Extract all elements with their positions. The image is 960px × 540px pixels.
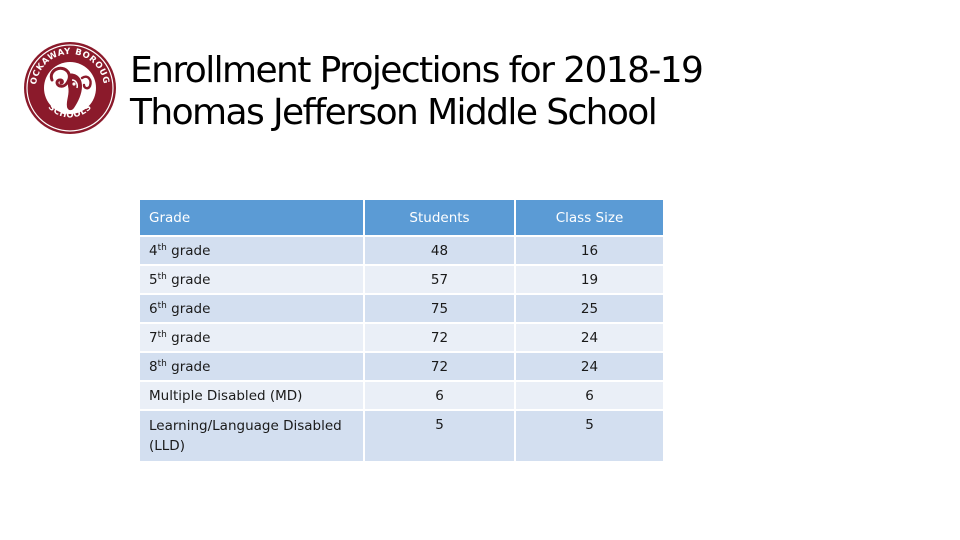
- grade-ordinal: th: [157, 358, 167, 369]
- grade-suffix: grade: [166, 271, 211, 288]
- grade-cell: 5th grade: [138, 264, 365, 295]
- grade-ordinal: th: [157, 242, 167, 253]
- title-line-1: Enrollment Projections for 2018-19: [130, 50, 704, 91]
- grade-cell: 6th grade: [138, 293, 365, 324]
- ram-head-icon: [49, 66, 92, 111]
- grade-cell: 8th grade: [138, 351, 365, 382]
- grade-suffix: grade: [166, 300, 211, 317]
- table-row: 6th grade 75 25: [138, 293, 665, 324]
- grade-cell: 7th grade: [138, 322, 365, 353]
- grade-number: 8: [149, 358, 158, 375]
- table-row: Multiple Disabled (MD) 6 6: [138, 380, 665, 411]
- grade-number: 4: [149, 242, 158, 259]
- students-cell: 6: [363, 380, 516, 411]
- students-cell: 75: [363, 293, 516, 324]
- grade-ordinal: th: [157, 329, 167, 340]
- students-cell: 5: [363, 409, 516, 463]
- grade-ordinal: th: [157, 300, 167, 311]
- school-logo: ROCKAWAY BOROUGH SCHOOLS: [18, 33, 118, 136]
- grade-suffix: grade: [166, 242, 211, 259]
- grade-cell: Multiple Disabled (MD): [138, 380, 365, 411]
- students-cell: 72: [363, 322, 516, 353]
- table-row: Learning/Language Disabled (LLD) 5 5: [138, 409, 665, 463]
- column-header-grade: Grade: [138, 198, 365, 237]
- table-row: 4th grade 48 16: [138, 235, 665, 266]
- class-size-cell: 6: [514, 380, 665, 411]
- title-line-2: Thomas Jefferson Middle School: [130, 92, 658, 133]
- students-cell: 48: [363, 235, 516, 266]
- students-cell: 72: [363, 351, 516, 382]
- class-size-cell: 25: [514, 293, 665, 324]
- class-size-cell: 16: [514, 235, 665, 266]
- class-size-cell: 5: [514, 409, 665, 463]
- students-cell: 57: [363, 264, 516, 295]
- grade-suffix: grade: [166, 329, 211, 346]
- grade-number: 7: [149, 329, 158, 346]
- grade-ordinal: th: [157, 271, 167, 282]
- grade-cell: Learning/Language Disabled (LLD): [138, 409, 365, 463]
- class-size-cell: 24: [514, 351, 665, 382]
- table-row: 5th grade 57 19: [138, 264, 665, 295]
- table-row: 7th grade 72 24: [138, 322, 665, 353]
- table-header-row: Grade Students Class Size: [138, 198, 665, 237]
- table-row: 8th grade 72 24: [138, 351, 665, 382]
- class-size-cell: 19: [514, 264, 665, 295]
- grade-number: 5: [149, 271, 158, 288]
- page-title: Enrollment Projections for 2018-19 Thoma…: [130, 50, 704, 134]
- class-size-cell: 24: [514, 322, 665, 353]
- grade-cell: 4th grade: [138, 235, 365, 266]
- column-header-students: Students: [363, 198, 516, 237]
- ram-seal-icon: ROCKAWAY BOROUGH SCHOOLS: [18, 33, 116, 134]
- enrollment-table: Grade Students Class Size 4th grade 48 1…: [138, 198, 665, 463]
- grade-suffix: grade: [166, 358, 211, 375]
- grade-number: 6: [149, 300, 158, 317]
- column-header-class-size: Class Size: [514, 198, 665, 237]
